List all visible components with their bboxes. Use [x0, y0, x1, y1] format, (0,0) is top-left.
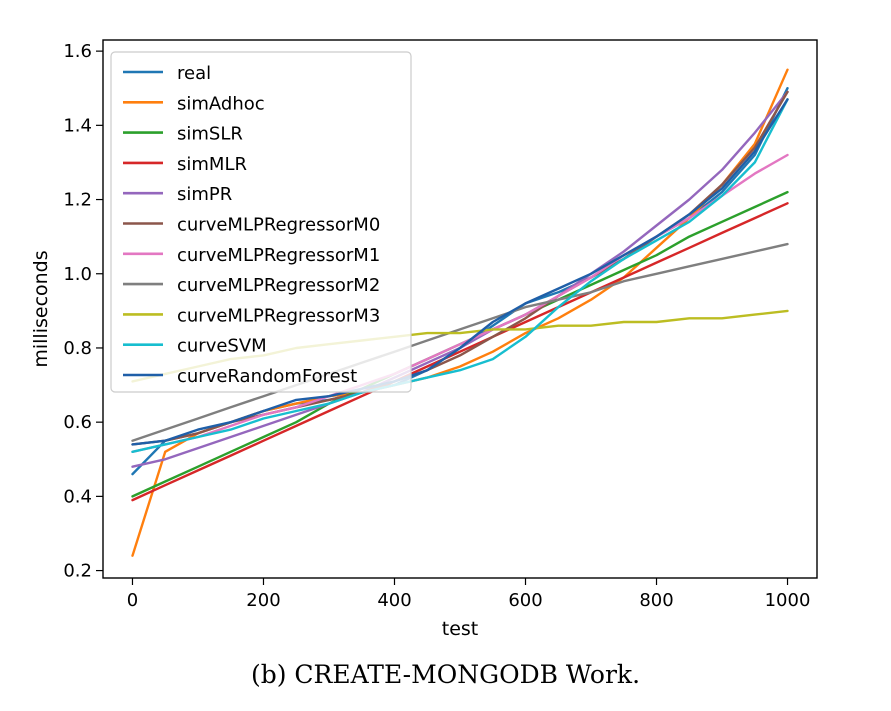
legend-label-simSLR: simSLR — [177, 124, 243, 145]
series-layer — [131, 68, 789, 557]
series-line-curveSVM — [131, 98, 789, 453]
y-tick-label: 0.4 — [63, 486, 92, 507]
legend-box — [110, 51, 412, 393]
y-tick-label: 0.6 — [63, 412, 92, 433]
legend-label-simPR: simPR — [177, 184, 232, 205]
series-line-simMLR — [131, 202, 789, 502]
legend-label-curveMLPRegressorM0: curveMLPRegressorM0 — [177, 215, 380, 236]
axes-layer: 0 200 400 600 800 1000 0.2 0.4 0.6 0.8 1.0 1.2 1.4 1.… — [63, 41, 810, 611]
x-axis-label: test — [442, 618, 479, 640]
legend-label-curveSVM: curveSVM — [177, 336, 267, 357]
y-tick-label: 0.2 — [63, 561, 92, 582]
legend-label-curveRandomForest: curveRandomForest — [177, 366, 357, 387]
line-chart: 0 200 400 600 800 1000 0.2 0.4 0.6 0.8 1.0 1.2 1.4 1.… — [30, 39, 818, 640]
x-tick-label: 0 — [127, 590, 138, 611]
x-tick-label: 200 — [246, 590, 280, 611]
legend-label-real: real — [177, 63, 211, 84]
x-tick-label: 400 — [377, 590, 411, 611]
y-tick-label: 0.8 — [63, 338, 92, 359]
figure-caption: (b) CREATE-MONGODB Work. — [250, 660, 641, 689]
x-tick-label: 800 — [639, 590, 673, 611]
legend-label-curveMLPRegressorM3: curveMLPRegressorM3 — [177, 305, 380, 326]
series-line-curveRandomForest — [131, 98, 789, 446]
series-line-curveMLPRegressorM2 — [131, 242, 789, 442]
y-axis-label: milliseconds — [30, 250, 52, 367]
x-tick-label: 600 — [508, 590, 542, 611]
legend-label-simAdhoc: simAdhoc — [177, 93, 265, 114]
series-line-curveMLPRegressorM1 — [131, 153, 789, 453]
legend-label-simMLR: simMLR — [177, 154, 247, 175]
legend-label-curveMLPRegressorM1: curveMLPRegressorM1 — [177, 245, 380, 266]
y-tick-label: 1.4 — [63, 115, 92, 136]
y-tick-label: 1.6 — [63, 41, 92, 62]
x-tick-label: 1000 — [765, 590, 811, 611]
y-tick-label: 1.2 — [63, 190, 92, 211]
legend: real simAdhoc simSLR simMLR simPR curveMLPReg… — [110, 51, 412, 393]
y-tick-label: 1.0 — [63, 264, 92, 285]
plot-frame — [102, 39, 818, 579]
legend-label-curveMLPRegressorM2: curveMLPRegressorM2 — [177, 275, 380, 296]
